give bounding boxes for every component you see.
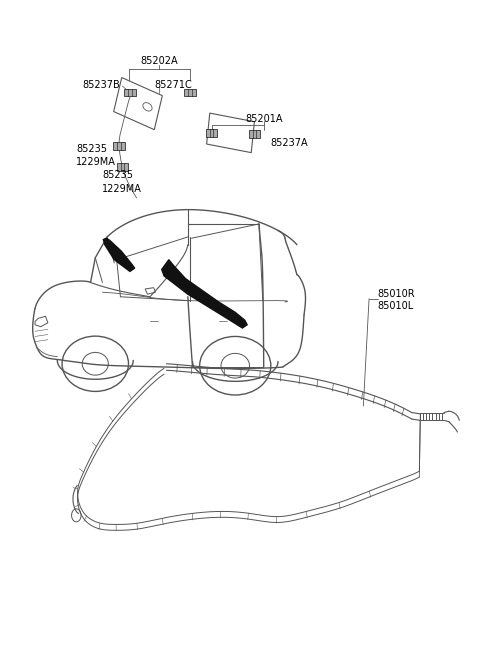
- Text: 85235: 85235: [102, 170, 133, 180]
- Text: 1229MA: 1229MA: [102, 184, 142, 194]
- Text: 85237A: 85237A: [271, 138, 309, 148]
- Text: 85010L: 85010L: [378, 301, 414, 311]
- Text: 85235: 85235: [76, 144, 108, 154]
- Polygon shape: [103, 238, 135, 272]
- Text: 85202A: 85202A: [141, 56, 178, 66]
- Polygon shape: [117, 163, 128, 171]
- Polygon shape: [113, 142, 125, 150]
- Polygon shape: [184, 89, 196, 96]
- Text: 85010R: 85010R: [378, 289, 415, 299]
- Text: 1229MA: 1229MA: [76, 157, 116, 167]
- Polygon shape: [249, 131, 260, 138]
- Text: 85201A: 85201A: [245, 113, 282, 123]
- Polygon shape: [162, 260, 247, 328]
- Polygon shape: [206, 129, 217, 136]
- Polygon shape: [124, 89, 136, 96]
- Text: 85237B: 85237B: [83, 80, 120, 90]
- Text: 85271C: 85271C: [155, 80, 192, 90]
